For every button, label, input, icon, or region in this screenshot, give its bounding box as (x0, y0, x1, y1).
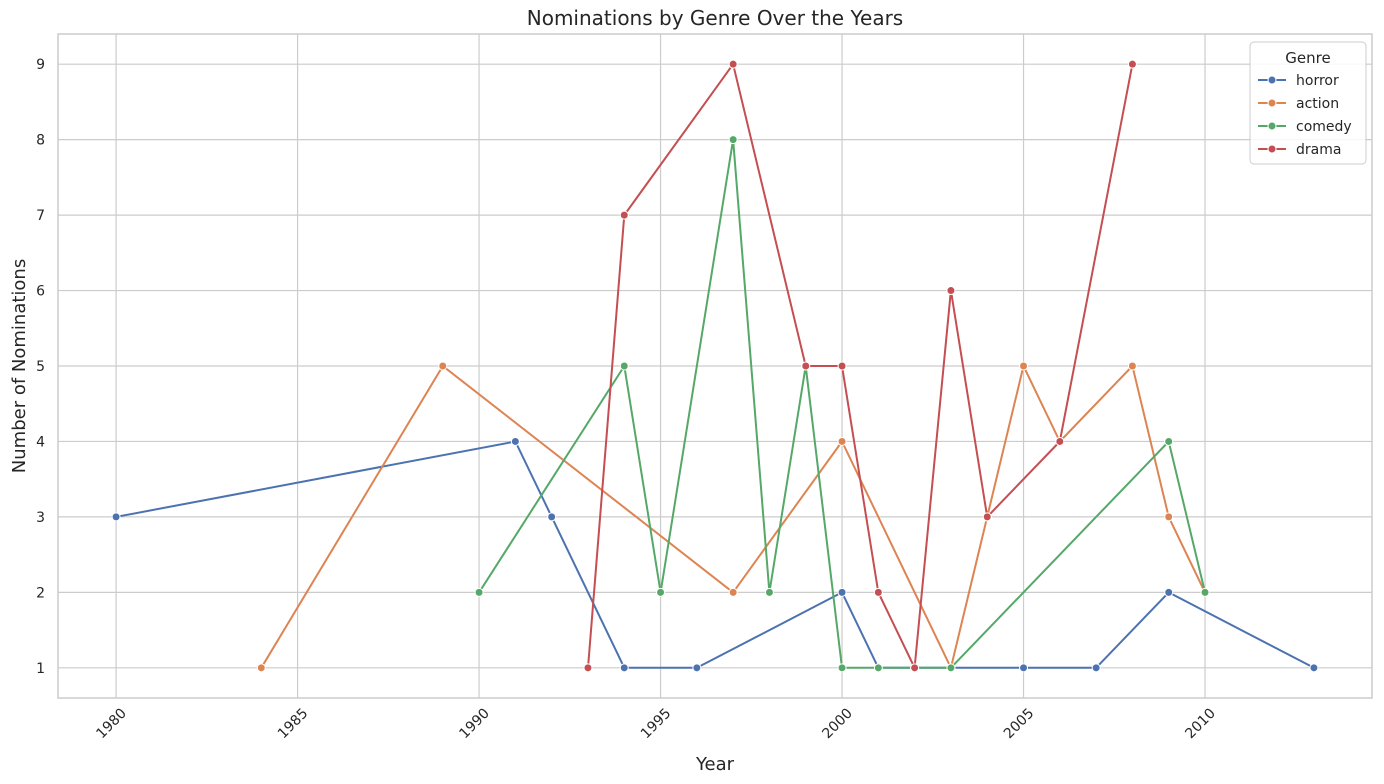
data-point-horror (1309, 663, 1319, 673)
legend-swatch-marker (1267, 144, 1277, 154)
x-axis-ticks: 1980 1985 1990 1995 2000 2005 2010 (93, 706, 1218, 743)
x-tick-label: 2000 (819, 706, 856, 743)
series-drama (583, 59, 1137, 673)
chart-title: Nominations by Genre Over the Years (527, 6, 903, 30)
legend-swatch-marker (1267, 98, 1277, 108)
x-tick-label: 1980 (93, 706, 130, 743)
data-point-horror (1091, 663, 1101, 673)
legend-item-comedy: comedy (1258, 119, 1352, 135)
data-point-drama (1055, 436, 1065, 446)
series-line-horror (115, 440, 1315, 669)
data-point-drama (801, 361, 811, 371)
x-tick-label: 1990 (456, 706, 493, 743)
y-tick-label: 8 (36, 133, 45, 149)
series-lines (111, 59, 1319, 673)
data-point-comedy (474, 587, 484, 597)
data-point-action (837, 436, 847, 446)
data-point-drama (910, 663, 920, 673)
legend-label: comedy (1296, 119, 1352, 135)
y-tick-label: 7 (36, 208, 45, 224)
data-point-action (728, 587, 738, 597)
data-point-action (438, 361, 448, 371)
data-point-drama (583, 663, 593, 673)
legend-swatch-marker (1267, 121, 1277, 131)
y-tick-label: 9 (36, 57, 45, 73)
legend-title: Genre (1285, 49, 1330, 67)
data-point-drama (1127, 59, 1137, 69)
legend-label: drama (1296, 142, 1341, 158)
grid-lines (58, 34, 1372, 698)
data-point-action (1019, 361, 1029, 371)
legend-swatch-marker (1267, 75, 1277, 85)
series-line-comedy (478, 138, 1206, 669)
data-point-horror (1164, 587, 1174, 597)
legend-item-horror: horror (1258, 73, 1339, 89)
x-axis-title: Year (695, 754, 735, 775)
data-point-action (1127, 361, 1137, 371)
y-tick-label: 1 (36, 661, 45, 677)
data-point-horror (619, 663, 629, 673)
data-point-comedy (728, 135, 738, 145)
data-point-horror (510, 436, 520, 446)
legend-label: action (1296, 96, 1339, 112)
data-point-comedy (1164, 436, 1174, 446)
data-point-horror (547, 512, 557, 522)
data-point-comedy (656, 587, 666, 597)
y-axis-ticks: 1 2 3 4 5 6 7 8 9 (36, 57, 45, 677)
legend-item-drama: drama (1258, 142, 1341, 158)
y-axis-title: Number of Nominations (9, 259, 30, 473)
data-point-comedy (837, 663, 847, 673)
data-point-drama (728, 59, 738, 69)
legend: Genre horror action comedy drama (1249, 41, 1367, 165)
y-tick-label: 5 (36, 359, 45, 375)
series-horror (111, 436, 1319, 673)
data-point-horror (1019, 663, 1029, 673)
plot-frame (57, 33, 1373, 699)
data-point-comedy (946, 663, 956, 673)
data-point-drama (619, 210, 629, 220)
x-tick-label: 2010 (1182, 706, 1219, 743)
data-point-comedy (619, 361, 629, 371)
legend-label: horror (1296, 73, 1339, 89)
data-point-horror (111, 512, 121, 522)
data-point-comedy (873, 663, 883, 673)
x-tick-label: 1995 (638, 706, 675, 743)
data-point-drama (982, 512, 992, 522)
data-point-drama (837, 361, 847, 371)
data-point-action (256, 663, 266, 673)
y-tick-label: 6 (36, 284, 45, 300)
data-point-comedy (1200, 587, 1210, 597)
y-tick-label: 3 (36, 510, 45, 526)
data-point-drama (873, 587, 883, 597)
x-tick-label: 1985 (275, 706, 312, 743)
legend-box (1249, 41, 1367, 165)
data-point-comedy (764, 587, 774, 597)
y-tick-label: 2 (36, 585, 45, 601)
data-point-horror (837, 587, 847, 597)
plot-area (57, 33, 1373, 699)
x-tick-label: 2005 (1001, 706, 1038, 743)
y-tick-label: 4 (36, 434, 45, 450)
data-point-horror (692, 663, 702, 673)
data-point-drama (946, 286, 956, 296)
legend-item-action: action (1258, 96, 1339, 112)
data-point-action (1164, 512, 1174, 522)
